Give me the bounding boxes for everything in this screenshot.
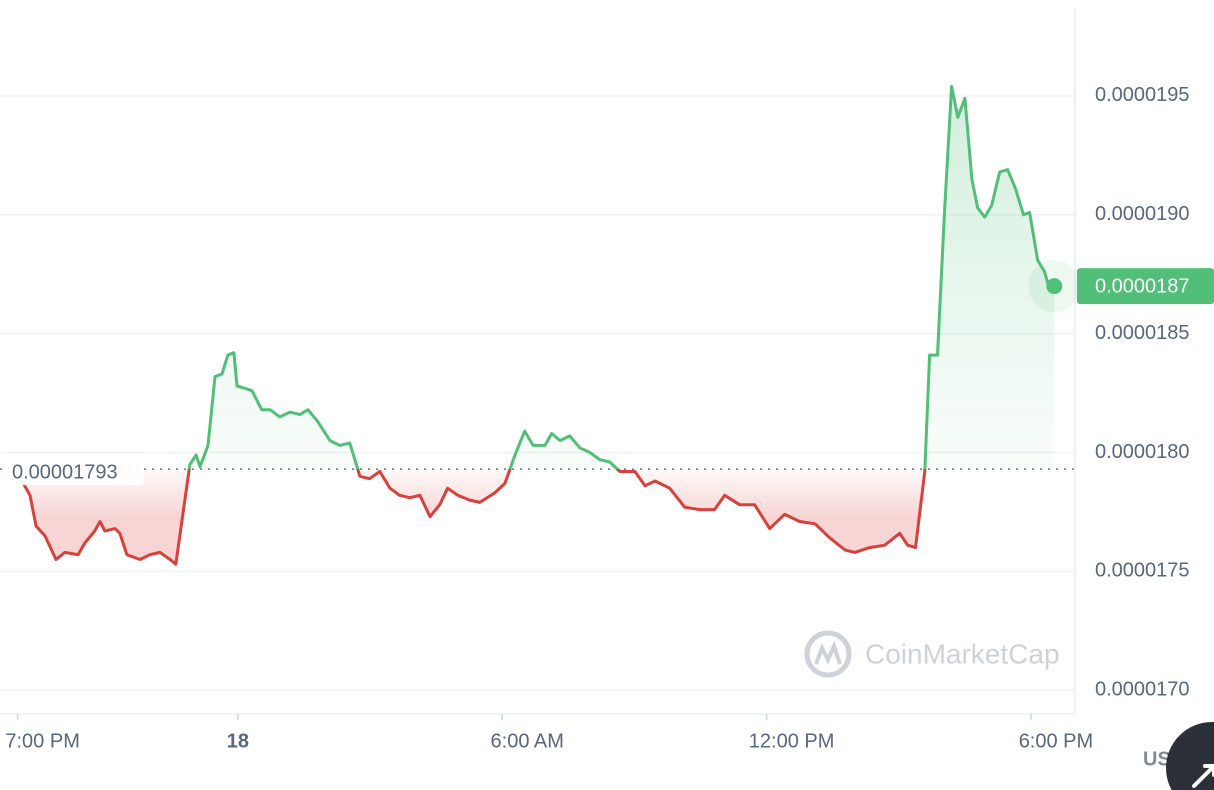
- toggle-button-icon: [1192, 764, 1214, 788]
- plot: 0.0000170 0.0000175 0.0000180 0.0000185 0.00…: [0, 84, 1214, 752]
- toggle-button[interactable]: [1166, 722, 1214, 790]
- x-tick-label: 12:00 PM: [749, 730, 835, 752]
- watermark-logo: [804, 630, 852, 678]
- current-price-label: 0.0000187: [1095, 275, 1190, 297]
- y-tick-label: 0.0000170: [1095, 679, 1190, 701]
- y-tick-label: 0.0000185: [1095, 322, 1190, 344]
- watermark-text: CoinMarketCap: [865, 638, 1060, 669]
- toggle-button-bg: [1166, 722, 1214, 790]
- current-dot: [1046, 278, 1063, 295]
- y-tick-label: 0.0000175: [1095, 560, 1190, 582]
- current-price-badge: [1077, 268, 1214, 305]
- x-tick-label: 6:00 AM: [491, 730, 564, 752]
- y-tick-label: 0.0000180: [1095, 441, 1190, 463]
- price-line: [20, 84, 1056, 566]
- watermark-logo-mark: [814, 640, 842, 665]
- baseline-label-bg: [4, 453, 144, 486]
- y-tick-label: 0.0000195: [1095, 84, 1190, 106]
- watermark: CoinMarketCap: [804, 630, 1060, 678]
- x-tick-label: 6:00 PM: [1019, 730, 1093, 752]
- y-tick-label: 0.0000190: [1095, 203, 1190, 225]
- price-area: [22, 86, 1055, 565]
- baseline-label: 0.00001793: [12, 461, 118, 483]
- x-tick-label: 18: [227, 730, 249, 752]
- x-tick-label: 7:00 PM: [5, 730, 79, 752]
